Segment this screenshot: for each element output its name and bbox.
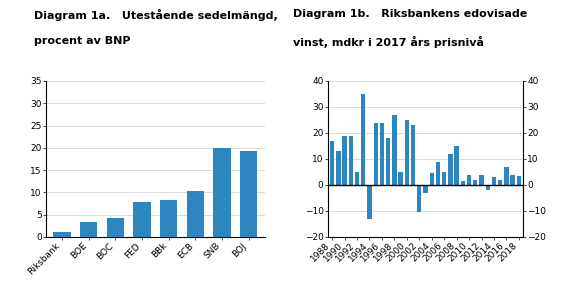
Bar (80, 222, 97, 237)
Text: vinst, mdkr i 2017 års prisnivå: vinst, mdkr i 2017 års prisnivå (293, 36, 484, 48)
Bar (405, 120, 409, 185)
Bar (473, 180, 477, 185)
Text: procent av BNP: procent av BNP (34, 36, 131, 46)
Bar (213, 148, 231, 237)
Bar (374, 123, 378, 185)
Bar (430, 173, 434, 185)
Bar (336, 151, 340, 185)
Bar (240, 152, 257, 237)
Bar (511, 175, 515, 185)
Bar (517, 176, 521, 185)
Bar (53, 232, 71, 237)
Bar (106, 218, 124, 237)
Bar (160, 200, 177, 237)
Bar (411, 125, 415, 185)
Bar (467, 175, 472, 185)
Bar (367, 185, 371, 219)
Bar (330, 141, 334, 185)
Bar (448, 154, 453, 185)
Bar (480, 175, 484, 185)
Bar (361, 94, 366, 185)
Bar (504, 167, 509, 185)
Bar (348, 136, 353, 185)
Bar (498, 180, 503, 185)
Bar (380, 123, 384, 185)
Bar (392, 115, 397, 185)
Bar (485, 185, 490, 190)
Bar (398, 172, 402, 185)
Text: Diagram 1a.   Utestående sedelmängd,: Diagram 1a. Utestående sedelmängd, (34, 9, 278, 21)
Text: Diagram 1b.   Riksbankens edovisade: Diagram 1b. Riksbankens edovisade (293, 9, 527, 19)
Bar (386, 138, 390, 185)
Bar (492, 177, 496, 185)
Bar (423, 185, 428, 193)
Bar (355, 172, 359, 185)
Bar (342, 136, 347, 185)
Bar (442, 172, 446, 185)
Bar (436, 162, 440, 185)
Bar (461, 181, 465, 185)
Bar (417, 185, 421, 212)
Bar (454, 146, 459, 185)
Bar (133, 202, 151, 237)
Bar (186, 190, 204, 237)
